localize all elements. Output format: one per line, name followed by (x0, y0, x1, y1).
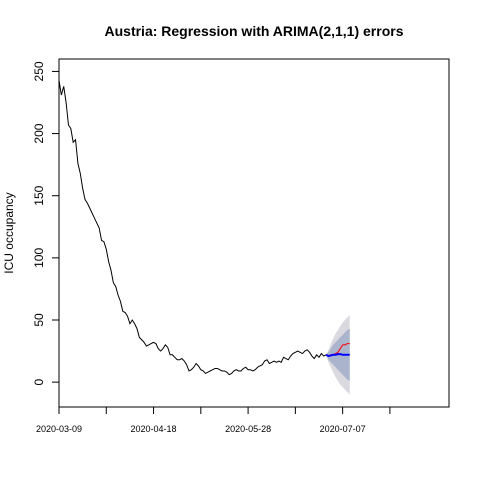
chart-title: Austria: Regression with ARIMA(2,1,1) er… (105, 23, 404, 39)
x-tick-label: 2020-07-07 (320, 424, 366, 434)
y-tick-label: 250 (32, 61, 46, 81)
series-lines (58, 80, 350, 376)
y-tick-label: 0 (32, 378, 46, 385)
y-axis: 0 50 100 150 200 250 (32, 61, 60, 385)
y-tick-label: 100 (32, 248, 46, 268)
y-axis-label: ICU occupancy (2, 192, 16, 273)
y-tick-label: 200 (32, 123, 46, 143)
y-tick-label: 50 (32, 313, 46, 327)
y-tick-label: 150 (32, 185, 46, 205)
x-axis: 2020-03-09 2020-04-18 2020-05-28 2020-07-07 (36, 406, 391, 434)
x-tick-label: 2020-03-09 (36, 424, 82, 434)
observed-series-line (58, 80, 327, 376)
plot-frame (58, 58, 450, 408)
x-tick-label: 2020-04-18 (131, 424, 177, 434)
forecast-mean-line (325, 353, 350, 358)
x-tick-label: 2020-05-28 (225, 424, 271, 434)
